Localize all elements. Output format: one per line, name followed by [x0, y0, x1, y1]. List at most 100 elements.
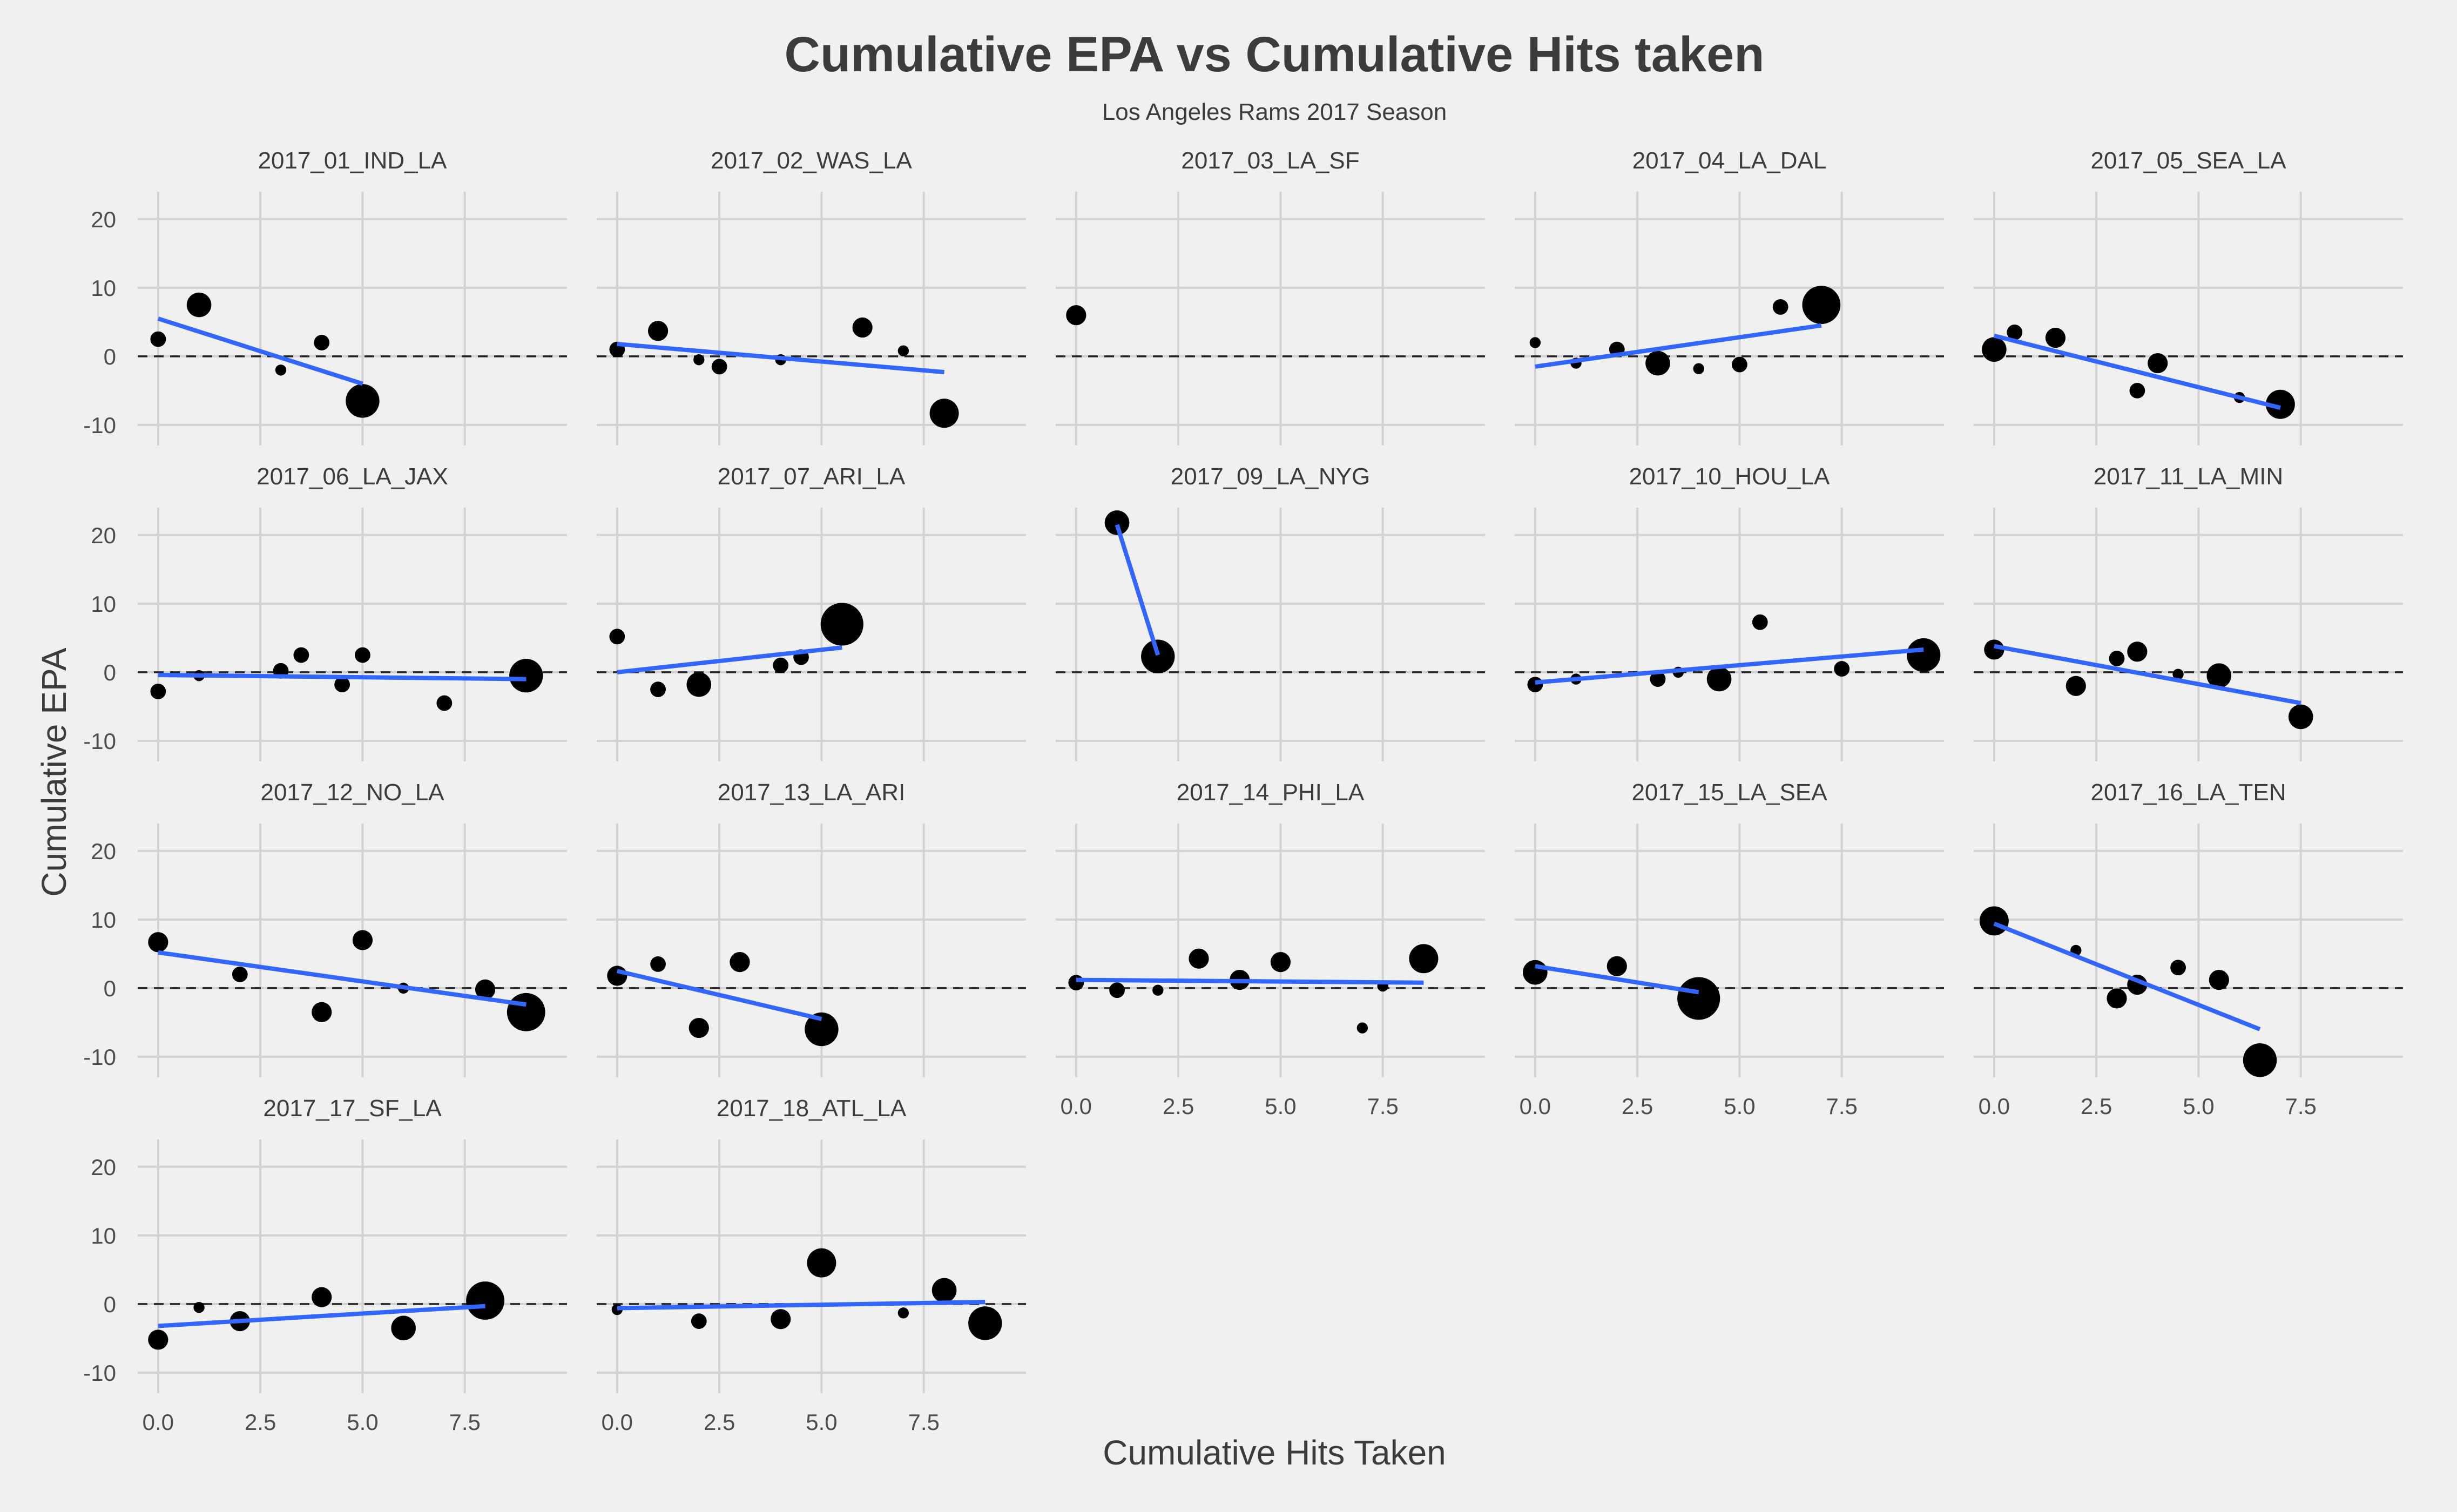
data-point	[929, 399, 959, 428]
facet-panel: 2017_12_NO_LA 20 10 0 -10	[83, 779, 567, 1077]
x-tick-label: 7.5	[2285, 1094, 2317, 1119]
facet-label: 2017_18_ATL_LA	[717, 1095, 907, 1122]
y-tick-label: -10	[83, 1044, 116, 1070]
data-point	[2206, 663, 2232, 688]
x-tick-label: 5.0	[2183, 1094, 2214, 1119]
data-point	[693, 354, 705, 366]
x-tick-label: 2.5	[1622, 1094, 1653, 1119]
data-point	[1693, 363, 1704, 374]
facet-label: 2017_13_LA_ARI	[718, 779, 905, 806]
data-point	[1772, 299, 1788, 315]
data-point	[193, 1302, 205, 1313]
data-point	[352, 930, 373, 950]
data-point	[1802, 286, 1841, 324]
y-tick-label: 0	[104, 344, 116, 369]
data-point	[1068, 975, 1084, 991]
data-point	[2209, 970, 2229, 990]
x-tick-label: 2.5	[245, 1409, 276, 1435]
data-point	[805, 1012, 839, 1047]
trend-line	[617, 342, 944, 375]
data-point	[312, 1287, 332, 1307]
x-tick-label: 2.5	[2081, 1094, 2112, 1119]
data-point	[150, 331, 166, 347]
facet-panel: 2017_10_HOU_LA	[1515, 463, 1944, 761]
x-tick-label: 5.0	[1724, 1094, 1755, 1119]
y-tick-label: -10	[83, 728, 116, 754]
data-point	[2107, 988, 2127, 1009]
facet-label: 2017_03_LA_SF	[1181, 147, 1359, 174]
facet-label: 2017_07_ARI_LA	[718, 463, 906, 490]
facet-panels: 2017_01_IND_LA 20 10 0 -10 2017_02_WAS_LA 2017…	[83, 147, 2403, 1435]
facet-panel: 2017_14_PHI_LA 0.0 2.5 5.0 7.5	[1056, 779, 1485, 1119]
data-point	[2265, 389, 2295, 419]
x-tick-label: 2.5	[1163, 1094, 1194, 1119]
data-point	[2148, 353, 2168, 374]
trend-line	[1115, 524, 1160, 656]
facet-panel: 2017_18_ATL_LA 0.0 2.5 5.0 7.5	[597, 1095, 1026, 1435]
data-point	[1189, 948, 1209, 969]
data-point	[2172, 669, 2184, 680]
trend-line	[1076, 977, 1424, 985]
data-point	[148, 932, 168, 953]
y-tick-label: 0	[104, 660, 116, 685]
trend-line	[1994, 644, 2301, 705]
data-point	[897, 345, 909, 356]
data-point	[312, 1002, 332, 1022]
data-point	[1982, 337, 2007, 362]
data-point	[1527, 677, 1543, 693]
data-point	[1109, 982, 1125, 998]
data-point	[1834, 661, 1850, 677]
x-tick-label: 0.0	[143, 1409, 174, 1435]
data-point	[1152, 984, 1164, 996]
data-point	[897, 1307, 909, 1319]
facet-panel: 2017_02_WAS_LA	[597, 147, 1026, 446]
x-tick-label: 7.5	[908, 1409, 940, 1435]
data-point	[346, 384, 380, 418]
data-point	[293, 647, 309, 663]
chart-subtitle: Los Angeles Rams 2017 Season	[1102, 99, 1447, 125]
facet-label: 2017_15_LA_SEA	[1631, 779, 1827, 806]
y-tick-label: 0	[104, 976, 116, 1001]
data-point	[2243, 1043, 2277, 1077]
data-point	[1066, 305, 1086, 326]
facet-panel: 2017_01_IND_LA 20 10 0 -10	[83, 147, 567, 446]
y-tick-label: 20	[91, 839, 116, 864]
data-point	[1270, 951, 1291, 973]
facet-label: 2017_06_LA_JAX	[256, 463, 448, 490]
data-point	[2007, 325, 2023, 340]
data-point	[771, 1309, 791, 1329]
data-point	[2170, 960, 2186, 976]
facet-label: 2017_05_SEA_LA	[2090, 147, 2286, 174]
x-tick-label: 5.0	[806, 1409, 837, 1435]
data-point	[647, 321, 669, 341]
data-point	[1706, 666, 1732, 692]
data-point	[609, 629, 625, 645]
data-point	[2127, 642, 2148, 662]
trend-line	[1993, 921, 2261, 1031]
data-point	[1650, 671, 1666, 687]
facet-panel: 2017_05_SEA_LA	[1974, 147, 2403, 446]
data-point	[232, 967, 248, 982]
data-point	[1677, 977, 1720, 1020]
facet-label: 2017_10_HOU_LA	[1629, 463, 1830, 490]
facet-panel: 2017_09_LA_NYG	[1056, 463, 1485, 761]
data-point	[148, 1329, 168, 1350]
x-tick-label: 5.0	[347, 1409, 378, 1435]
data-point	[1732, 356, 1747, 373]
data-point	[186, 292, 212, 318]
facet-label: 2017_11_LA_MIN	[2094, 463, 2283, 490]
data-point	[1752, 614, 1768, 630]
x-tick-label: 0.0	[1520, 1094, 1551, 1119]
data-point	[1906, 638, 1941, 672]
trend-line	[1535, 964, 1699, 995]
data-point	[932, 1278, 957, 1303]
y-tick-label: 20	[91, 207, 116, 232]
data-point	[691, 1313, 707, 1329]
y-tick-label: -10	[83, 1360, 116, 1386]
data-point	[607, 966, 627, 986]
x-tick-label: 7.5	[449, 1409, 481, 1435]
facet-label: 2017_12_NO_LA	[260, 779, 444, 806]
trend-line	[616, 969, 822, 1021]
facet-label: 2017_09_LA_NYG	[1171, 463, 1370, 490]
